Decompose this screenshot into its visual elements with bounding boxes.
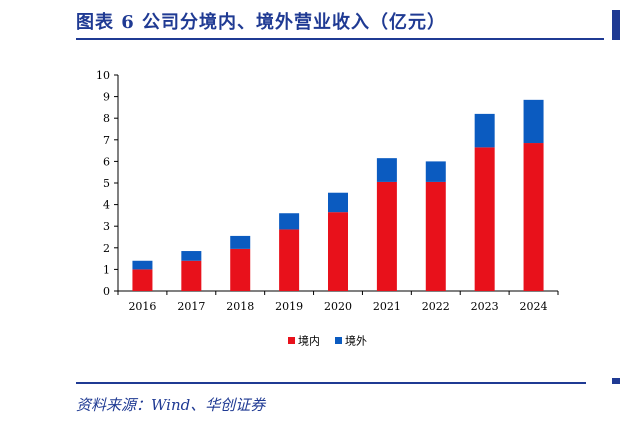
bar-overseas bbox=[279, 213, 300, 230]
y-tick-label: 8 bbox=[103, 112, 110, 125]
bar-overseas bbox=[474, 113, 495, 148]
x-tick-label: 2019 bbox=[275, 300, 303, 313]
y-tick-label: 6 bbox=[103, 155, 110, 168]
bar-domestic bbox=[523, 143, 544, 291]
y-tick-label: 2 bbox=[103, 242, 110, 255]
footer-rule bbox=[76, 382, 586, 384]
x-tick-label: 2024 bbox=[520, 300, 548, 313]
legend-label-overseas: 境外 bbox=[345, 334, 367, 348]
legend-swatch-overseas bbox=[335, 337, 342, 344]
y-tick-label: 4 bbox=[103, 199, 110, 212]
bar-domestic bbox=[376, 181, 397, 291]
x-tick-label: 2023 bbox=[471, 300, 499, 313]
bar-overseas bbox=[328, 192, 348, 213]
legend-swatch-domestic bbox=[288, 337, 295, 344]
x-tick-label: 2022 bbox=[422, 300, 450, 313]
legend-label-domestic: 境内 bbox=[298, 334, 320, 348]
bar-overseas bbox=[132, 260, 153, 270]
adjacent-panel-edge-bottom bbox=[612, 378, 620, 384]
y-tick-label: 10 bbox=[96, 69, 110, 82]
x-tick-label: 2017 bbox=[177, 300, 205, 313]
bar-domestic bbox=[132, 269, 153, 291]
bar-overseas bbox=[376, 158, 397, 182]
bar-domestic bbox=[181, 260, 202, 291]
bars bbox=[132, 99, 544, 291]
bar-domestic bbox=[279, 229, 300, 291]
bar-domestic bbox=[328, 212, 348, 291]
y-tick-label: 5 bbox=[103, 177, 110, 190]
axes: 0 1 2 3 4 5 6 7 8 9 10 2016 2017 2018 2019 2020 2021 2022… bbox=[96, 69, 559, 313]
y-tick-label: 3 bbox=[103, 220, 110, 233]
legend: 境内 境外 bbox=[288, 334, 367, 348]
bar-overseas bbox=[425, 161, 446, 182]
bar-overseas bbox=[230, 235, 251, 249]
adjacent-panel-edge bbox=[612, 10, 620, 40]
y-tick-label: 0 bbox=[103, 285, 110, 298]
title-rule bbox=[76, 38, 604, 40]
x-tick-label: 2018 bbox=[226, 300, 254, 313]
y-tick-label: 9 bbox=[103, 91, 110, 104]
bar-domestic bbox=[425, 181, 446, 291]
x-tick-label: 2020 bbox=[324, 300, 352, 313]
x-tick-label: 2016 bbox=[128, 300, 156, 313]
bar-domestic bbox=[474, 147, 495, 291]
bar-domestic bbox=[230, 248, 251, 291]
source-note: 资料来源：Wind、华创证券 bbox=[76, 396, 266, 414]
y-tick-label: 1 bbox=[103, 263, 110, 276]
figure-title: 图表 6 公司分境内、境外营业收入（亿元） bbox=[76, 12, 447, 33]
x-tick-label: 2021 bbox=[373, 300, 401, 313]
y-tick-label: 7 bbox=[103, 134, 110, 147]
bar-overseas bbox=[523, 99, 544, 144]
bar-overseas bbox=[181, 251, 202, 261]
